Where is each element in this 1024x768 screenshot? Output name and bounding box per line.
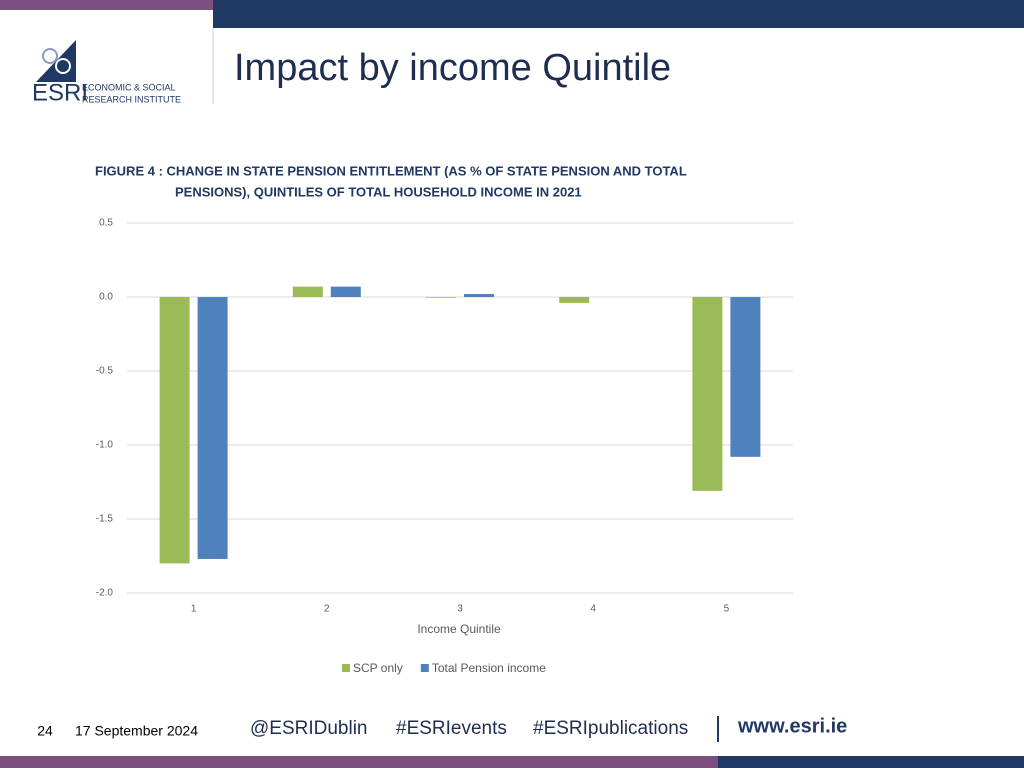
x-tick-label: 1	[191, 604, 197, 615]
logo-circle	[42, 48, 58, 64]
logo-circle	[55, 58, 71, 74]
logo-line: RESEARCH INSTITUTE	[82, 94, 181, 104]
bar	[330, 286, 361, 297]
bar	[730, 297, 761, 457]
y-tick-label: -0.5	[96, 366, 114, 377]
x-axis-label: Income Quintile	[417, 622, 501, 636]
bar	[292, 286, 323, 297]
chart-title: PENSIONS), QUINTILES OF TOTAL HOUSEHOLD …	[175, 184, 582, 199]
slide-title: Impact by income Quintile	[234, 47, 671, 89]
bar	[197, 297, 228, 559]
legend-label: SCP only	[353, 661, 403, 675]
page-number: 24	[37, 723, 53, 739]
x-tick-label: 3	[457, 604, 463, 615]
legend-label: Total Pension income	[432, 661, 546, 675]
bar	[692, 297, 723, 491]
url[interactable]: www.esri.ie	[737, 715, 847, 737]
bottom-accent	[0, 756, 718, 768]
handle: @ESRIDublin	[250, 718, 368, 739]
handle: #ESRIpublications	[533, 718, 688, 739]
x-tick-label: 4	[590, 604, 596, 615]
bar	[159, 297, 190, 564]
bottom-bar	[718, 756, 1024, 768]
y-tick-label: 0.0	[99, 292, 113, 303]
y-tick-label: 0.5	[99, 218, 113, 229]
chart-title: FIGURE 4 : CHANGE IN STATE PENSION ENTIT…	[95, 163, 687, 178]
x-tick-label: 5	[724, 604, 730, 615]
bar	[426, 297, 456, 298]
top-accent	[0, 0, 213, 10]
legend-swatch	[342, 664, 350, 672]
date: 17 September 2024	[75, 723, 198, 739]
logo-line: ECONOMIC & SOCIAL	[82, 82, 176, 92]
y-tick-label: -1.0	[96, 440, 114, 451]
top-bar	[213, 0, 1024, 28]
legend-swatch	[420, 664, 429, 672]
handle: #ESRIevents	[396, 718, 507, 739]
bar	[559, 297, 590, 303]
y-tick-label: -1.5	[96, 514, 114, 525]
y-tick-label: -2.0	[96, 588, 114, 599]
x-tick-label: 2	[324, 604, 330, 615]
bar	[464, 294, 494, 297]
logo-abbr: ESRI	[32, 79, 88, 106]
